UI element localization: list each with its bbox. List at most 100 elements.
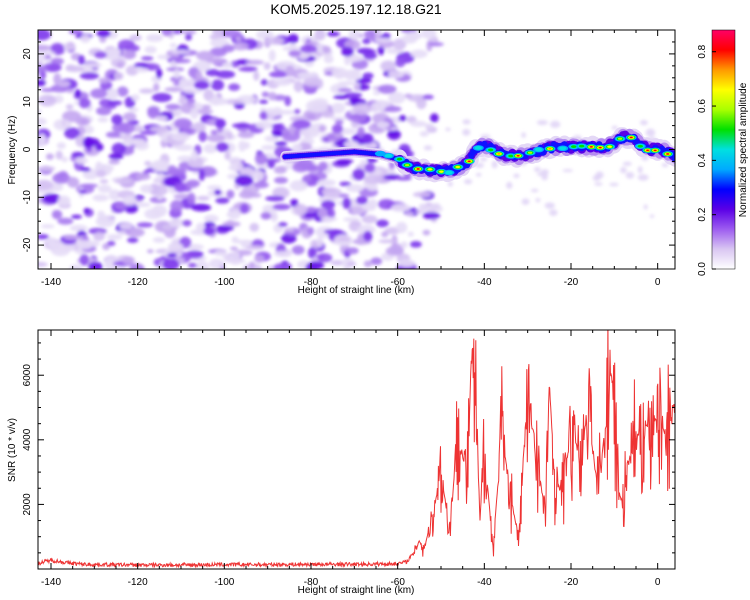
noise-cell <box>363 260 373 268</box>
noise-cell <box>249 222 260 232</box>
noise-cell <box>105 88 119 100</box>
noise-cell <box>649 214 655 219</box>
noise-cell <box>215 118 226 129</box>
noise-cell <box>360 159 367 166</box>
noise-cell <box>203 89 214 101</box>
noise-cell <box>95 106 112 116</box>
noise-cell <box>374 37 392 43</box>
noise-cell <box>271 123 282 130</box>
noise-cell <box>38 179 54 190</box>
noise-cell <box>191 203 212 212</box>
noise-cell <box>38 117 47 126</box>
x-tick-label: 0 <box>655 277 661 288</box>
noise-cell <box>273 176 288 184</box>
noise-cell <box>106 234 123 241</box>
noise-cell <box>83 62 102 68</box>
spectrogram-signal-ridge <box>280 127 675 183</box>
noise-cell <box>302 174 312 182</box>
ridge-peak <box>445 170 453 175</box>
noise-cell <box>66 41 75 51</box>
noise-cell <box>462 128 471 136</box>
noise-cell <box>155 175 163 182</box>
noise-cell <box>334 73 344 80</box>
noise-cell <box>187 192 196 205</box>
noise-cell <box>254 152 268 165</box>
noise-cell <box>322 45 331 54</box>
noise-cell <box>535 198 541 203</box>
noise-cell <box>385 246 404 256</box>
noise-cell <box>303 41 320 46</box>
noise-cell <box>38 44 51 51</box>
colorbar-ticks: 0.0 0.2 0.4 0.6 0.8 <box>697 44 716 276</box>
noise-cell <box>304 164 321 172</box>
noise-cell <box>255 121 274 130</box>
noise-cell <box>144 45 157 54</box>
noise-cell <box>97 116 109 123</box>
noise-cell <box>186 243 204 251</box>
ridge-peak <box>571 145 577 149</box>
noise-cell <box>592 174 601 182</box>
noise-cell <box>135 202 151 208</box>
noise-cell <box>173 193 192 200</box>
noise-cell <box>63 234 81 240</box>
noise-cell <box>221 44 235 53</box>
noise-cell <box>79 183 99 188</box>
noise-cell <box>235 35 242 42</box>
noise-cell <box>227 165 240 171</box>
noise-cell <box>363 230 373 242</box>
noise-cell <box>339 181 352 187</box>
noise-cell <box>166 67 185 72</box>
spectrogram-y-ticks: -20 -10 0 10 20 <box>22 29 675 270</box>
x-tick-label: -20 <box>564 277 579 288</box>
y-tick-label: 10 <box>22 96 33 108</box>
noise-cell <box>111 142 127 155</box>
noise-cell <box>77 54 85 66</box>
colorbar-frame <box>711 29 736 270</box>
noise-cell <box>352 103 372 115</box>
noise-cell <box>245 245 265 250</box>
ridge-peak <box>646 149 650 152</box>
ridge-peak <box>474 146 483 150</box>
ridge-peak <box>497 153 501 155</box>
x-tick-label: -100 <box>214 577 234 588</box>
noise-cell <box>316 236 324 248</box>
noise-cell <box>195 222 206 233</box>
noise-cell <box>93 231 105 241</box>
noise-cell <box>521 198 530 205</box>
noise-cell <box>178 77 187 90</box>
x-tick-label: -140 <box>41 277 61 288</box>
snr-x-axis-label: Height of straight line (km) <box>298 585 415 596</box>
noise-cell <box>146 249 154 254</box>
noise-cell <box>253 70 260 81</box>
noise-cell <box>344 54 351 66</box>
noise-cell <box>331 124 344 134</box>
noise-cell <box>410 49 428 59</box>
ridge-peak <box>396 157 403 161</box>
noise-cell <box>346 247 359 255</box>
ridge-peak <box>598 146 602 149</box>
noise-cell <box>74 89 82 98</box>
noise-cell <box>273 78 292 86</box>
noise-cell <box>80 34 91 43</box>
noise-cell <box>189 107 199 120</box>
noise-cell <box>303 77 324 87</box>
noise-cell <box>240 167 255 177</box>
noise-cell <box>78 189 87 194</box>
noise-cell <box>620 166 627 174</box>
noise-cell <box>323 217 338 222</box>
noise-cell <box>226 132 233 140</box>
noise-cell <box>404 93 413 98</box>
x-tick-label: -60 <box>390 577 405 588</box>
x-tick-label: -40 <box>477 577 492 588</box>
ridge-peak <box>374 150 386 157</box>
noise-cell <box>53 73 62 85</box>
noise-cell <box>206 185 222 190</box>
noise-cell <box>361 215 378 224</box>
colorbar-gradient <box>712 30 735 269</box>
noise-cell <box>65 103 74 110</box>
noise-cell <box>530 188 539 193</box>
noise-cell <box>228 83 241 91</box>
colorbar-tick-label: 0.0 <box>697 262 708 276</box>
noise-cell <box>323 229 343 235</box>
